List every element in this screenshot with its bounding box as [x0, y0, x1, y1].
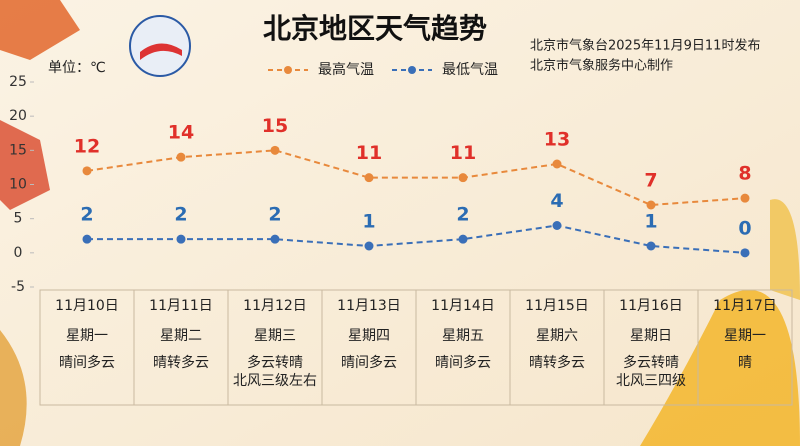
date-label: 11月10日: [55, 298, 119, 314]
data-label: 4: [550, 190, 563, 212]
series-line: [86, 149, 746, 207]
data-label: 7: [644, 170, 657, 192]
y-tick-label: 5: [14, 211, 23, 227]
source-line: 北京市气象服务中心制作: [530, 58, 673, 74]
data-label: 2: [456, 204, 469, 226]
data-point: [740, 248, 750, 258]
legend-marker: [408, 66, 416, 74]
chart-title: 北京地区天气趋势: [263, 12, 487, 45]
data-label: 11: [356, 142, 382, 164]
data-label: 2: [268, 204, 281, 226]
data-point: [270, 145, 280, 155]
y-tick-label: 15: [9, 142, 27, 158]
leaf-decoration: [0, 0, 80, 60]
logo-mark: [140, 43, 182, 60]
leaf-decoration: [0, 120, 50, 210]
weather-label: 晴间多云: [435, 354, 491, 371]
date-label: 11月12日: [243, 298, 307, 314]
data-point: [364, 241, 374, 251]
weekday-label: 星期三: [254, 328, 296, 344]
data-label: 2: [174, 204, 187, 226]
y-tick-label: -5: [11, 279, 25, 295]
weather-label: 晴转多云: [153, 354, 209, 371]
weather-label: 晴间多云: [341, 354, 397, 371]
legend-label: 最高气温: [318, 61, 374, 78]
weekday-label: 星期六: [536, 328, 578, 344]
y-tick-label: 20: [9, 108, 27, 124]
weekday-label: 星期一: [66, 328, 108, 344]
data-point: [364, 173, 374, 183]
source-line: 北京市气象台2025年11月9日11时发布: [530, 38, 760, 54]
legend-label: 最低气温: [442, 62, 498, 78]
weather-label: 晴间多云: [59, 354, 115, 371]
legend-marker: [284, 66, 292, 74]
data-label: 13: [544, 129, 570, 151]
data-point: [458, 234, 468, 244]
y-tick-label: 10: [9, 177, 27, 193]
y-tick-label: 0: [14, 245, 23, 261]
data-label: 8: [738, 163, 751, 185]
data-label: 15: [262, 115, 288, 137]
data-label: 1: [362, 211, 375, 233]
weather-label: 晴: [738, 355, 752, 371]
date-label: 11月17日: [713, 298, 777, 314]
date-label: 11月13日: [337, 298, 401, 314]
data-point: [552, 221, 562, 230]
date-label: 11月15日: [525, 298, 589, 314]
weekday-label: 星期二: [160, 328, 202, 344]
data-point: [740, 193, 750, 203]
data-label: 2: [80, 204, 93, 226]
weekday-label: 星期四: [348, 328, 390, 344]
data-label: 11: [450, 142, 476, 164]
date-label: 11月11日: [149, 298, 213, 314]
weekday-label: 星期一: [724, 328, 766, 344]
date-label: 11月14日: [431, 298, 495, 314]
data-point: [270, 234, 280, 244]
data-point: [646, 200, 656, 210]
date-label: 11月16日: [619, 298, 683, 314]
weather-label: 北风三级左右: [233, 373, 317, 389]
weekday-label: 星期日: [630, 328, 672, 344]
data-point: [82, 234, 92, 244]
data-point: [82, 166, 92, 176]
weekday-label: 星期五: [442, 328, 484, 344]
data-label: 14: [168, 122, 194, 144]
unit-label: 单位：℃: [48, 60, 106, 76]
leaf-decoration: [0, 330, 27, 446]
weather-label: 多云转晴: [247, 354, 303, 371]
data-label: 12: [74, 135, 100, 157]
data-point: [176, 234, 186, 244]
weather-label: 晴转多云: [529, 354, 585, 371]
leaf-decoration: [640, 289, 800, 446]
data-point: [552, 159, 562, 169]
data-label: 0: [738, 217, 751, 239]
y-tick-label: 25: [9, 74, 27, 90]
data-point: [176, 152, 186, 162]
data-label: 1: [644, 211, 657, 233]
weather-label: 多云转晴: [623, 354, 679, 371]
series-line: [87, 224, 746, 254]
data-point: [458, 173, 468, 183]
leaf-decoration: [770, 199, 800, 300]
weather-label: 北风三四级: [616, 373, 686, 389]
data-point: [646, 241, 656, 251]
